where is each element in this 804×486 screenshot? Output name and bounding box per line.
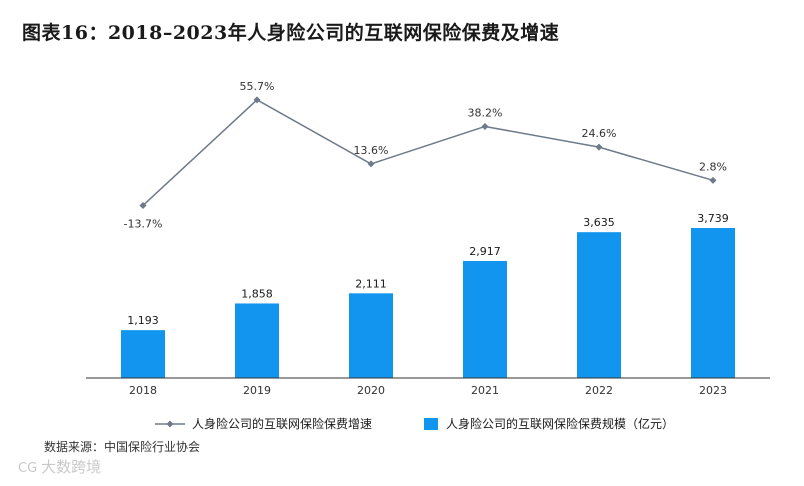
bar-2023	[691, 228, 735, 378]
growth-label-2022: 24.6%	[582, 127, 617, 140]
x-tick-2022: 2022	[585, 384, 613, 397]
bar-2022	[577, 232, 621, 378]
watermark: CG 大数跨境	[18, 456, 101, 477]
bar-2019	[235, 303, 279, 378]
growth-marker-2019	[253, 96, 261, 104]
growth-label-2023: 2.8%	[699, 160, 727, 173]
x-tick-2018: 2018	[129, 384, 157, 397]
bar-2021	[463, 260, 507, 378]
x-tick-labels: 2018 2019 2020 2021 2022 2023	[129, 384, 727, 397]
growth-marker-2018	[139, 201, 147, 209]
data-source: 数据来源：中国保险行业协会	[44, 440, 201, 454]
watermark-text: 大数跨境	[41, 458, 102, 476]
bar-value-label-2023: 3,739	[697, 212, 729, 225]
growth-line	[142, 98, 714, 207]
bar-value-label-2022: 3,635	[583, 216, 615, 229]
line-layer: -13.7% 55.7% 13.6% 38.2% 24.6% 2.8%	[124, 80, 727, 231]
watermark-logo: CG	[18, 461, 38, 476]
growth-marker-2022	[595, 143, 603, 151]
legend-label-growth: 人身险公司的互联网保险保费增速	[192, 416, 372, 431]
bar-2020	[349, 293, 393, 378]
growth-label-2020: 13.6%	[354, 144, 389, 157]
x-tick-2020: 2020	[357, 384, 385, 397]
growth-label-2021: 38.2%	[468, 106, 503, 119]
growth-label-2018: -13.7%	[124, 217, 163, 230]
bars-layer: 1,193 1,858 2,111 2,917 3,635 3,739	[121, 212, 735, 378]
bar-2018	[121, 330, 165, 378]
growth-label-2019: 55.7%	[240, 80, 275, 93]
growth-marker-2023	[709, 176, 717, 184]
growth-marker-2020	[367, 160, 375, 168]
legend-line-marker	[166, 420, 174, 428]
legend-bar-swatch	[424, 418, 438, 430]
x-tick-2019: 2019	[243, 384, 271, 397]
x-tick-2021: 2021	[471, 384, 499, 397]
bar-value-label-2019: 1,858	[241, 287, 273, 300]
bar-value-label-2018: 1,193	[127, 314, 159, 327]
legend: 人身险公司的互联网保险保费增速 人身险公司的互联网保险保费规模（亿元）	[155, 416, 674, 431]
legend-label-premium: 人身险公司的互联网保险保费规模（亿元）	[446, 416, 674, 431]
chart-title: 图表16：2018–2023年人身险公司的互联网保险保费及增速	[22, 22, 560, 44]
chart: 1,193 1,858 2,111 2,917 3,635 3,739 -13.7% 55.…	[86, 80, 770, 431]
bar-value-label-2021: 2,917	[469, 245, 501, 258]
bar-value-label-2020: 2,111	[355, 277, 387, 290]
x-tick-2023: 2023	[699, 384, 727, 397]
growth-marker-2021	[481, 122, 489, 130]
